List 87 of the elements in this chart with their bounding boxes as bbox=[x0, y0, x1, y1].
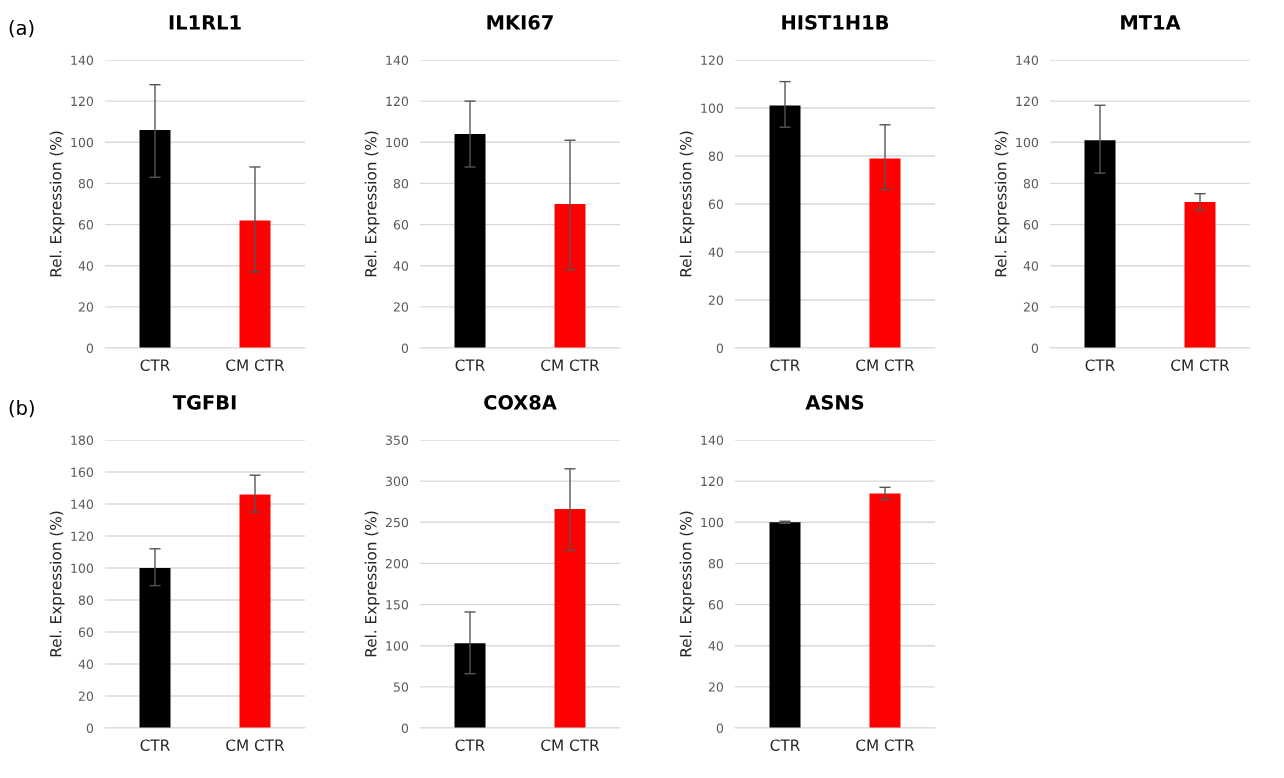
y-axis-title: Rel. Expression (%) bbox=[679, 131, 695, 277]
y-tick-label: 40 bbox=[78, 659, 94, 669]
x-tick-label: CTR bbox=[140, 359, 170, 371]
y-tick-label: 100 bbox=[71, 563, 94, 573]
x-tick-label: CM CTR bbox=[856, 359, 915, 371]
y-tick-label: 100 bbox=[386, 641, 409, 651]
x-tick-label: CTR bbox=[455, 359, 485, 371]
y-tick-label: 100 bbox=[71, 137, 94, 148]
y-tick-label: 60 bbox=[1023, 220, 1039, 230]
y-tick-label: 140 bbox=[71, 55, 94, 65]
y-tick-label: 60 bbox=[708, 199, 724, 209]
y-tick-label: 120 bbox=[71, 531, 94, 541]
y-tick-label: 50 bbox=[393, 682, 409, 692]
y-tick-label: 120 bbox=[71, 96, 94, 107]
y-tick-label: 0 bbox=[716, 723, 724, 733]
y-tick-label: 60 bbox=[393, 220, 409, 230]
y-tick-label: 40 bbox=[708, 247, 724, 257]
y-axis-title: Rel. Expression (%) bbox=[49, 511, 65, 657]
x-tick-label: CM CTR bbox=[541, 359, 600, 371]
y-axis-title: Rel. Expression (%) bbox=[364, 511, 380, 657]
x-tick-label: CTR bbox=[455, 739, 485, 751]
y-tick-label: 350 bbox=[385, 435, 409, 445]
y-axis-title: Rel. Expression (%) bbox=[364, 131, 380, 277]
y-tick-label: 180 bbox=[71, 435, 94, 445]
y-tick-label: 100 bbox=[701, 517, 724, 528]
y-tick-label: 100 bbox=[386, 137, 409, 148]
y-tick-label: 40 bbox=[393, 261, 409, 271]
y-tick-label: 140 bbox=[701, 435, 724, 445]
chart-title: TGFBI bbox=[172, 395, 236, 410]
x-tick-label: CM CTR bbox=[226, 359, 285, 371]
y-tick-label: 120 bbox=[1016, 96, 1039, 107]
chart-title: ASNS bbox=[805, 395, 864, 410]
y-tick-label: 80 bbox=[393, 178, 409, 189]
x-tick-label: CTR bbox=[140, 739, 170, 751]
x-tick-label: CM CTR bbox=[1171, 359, 1230, 371]
y-tick-label: 0 bbox=[401, 723, 409, 733]
text: (a) bbox=[9, 20, 34, 38]
chart-title: IL1RL1 bbox=[169, 15, 241, 30]
x-tick-label: CTR bbox=[770, 359, 800, 371]
x-tick-label: CM CTR bbox=[541, 739, 600, 751]
y-tick-label: 120 bbox=[701, 55, 724, 65]
y-tick-label: 140 bbox=[386, 55, 409, 65]
y-tick-label: 100 bbox=[1016, 137, 1039, 148]
y-tick-label: 80 bbox=[1023, 178, 1039, 189]
y-tick-label: 20 bbox=[1023, 302, 1039, 312]
y-tick-label: 0 bbox=[401, 343, 409, 353]
chart-title: HIST1H1B bbox=[782, 15, 889, 30]
y-axis-title: Rel. Expression (%) bbox=[49, 131, 65, 277]
y-tick-label: 300 bbox=[385, 476, 409, 487]
y-tick-label: 200 bbox=[385, 558, 409, 569]
x-tick-label: CM CTR bbox=[856, 739, 915, 751]
y-tick-label: 250 bbox=[385, 517, 409, 528]
y-tick-label: 0 bbox=[86, 343, 94, 353]
y-tick-label: 20 bbox=[78, 691, 94, 701]
y-axis-title: Rel. Expression (%) bbox=[994, 131, 1010, 277]
chart-title: COX8A bbox=[484, 395, 557, 410]
y-tick-label: 0 bbox=[716, 343, 724, 353]
y-tick-label: 20 bbox=[393, 302, 409, 312]
y-tick-label: 20 bbox=[708, 295, 724, 305]
y-tick-label: 100 bbox=[701, 103, 724, 113]
x-tick-label: CTR bbox=[1085, 359, 1115, 371]
y-tick-label: 80 bbox=[78, 178, 94, 189]
y-tick-label: 140 bbox=[71, 499, 94, 509]
y-tick-label: 40 bbox=[1023, 261, 1039, 271]
text: (b) bbox=[9, 400, 34, 418]
y-tick-label: 20 bbox=[708, 682, 724, 692]
y-tick-label: 0 bbox=[86, 723, 94, 733]
y-tick-label: 60 bbox=[78, 220, 94, 230]
y-tick-label: 60 bbox=[78, 627, 94, 637]
y-tick-label: 80 bbox=[708, 151, 724, 161]
y-tick-label: 40 bbox=[78, 261, 94, 271]
y-tick-label: 150 bbox=[386, 600, 409, 610]
y-tick-label: 20 bbox=[78, 302, 94, 312]
y-axis-title: Rel. Expression (%) bbox=[679, 511, 695, 657]
chart-title: MT1A bbox=[1121, 15, 1181, 30]
y-tick-label: 120 bbox=[386, 96, 409, 107]
x-tick-label: CM CTR bbox=[226, 739, 285, 751]
y-tick-label: 160 bbox=[71, 467, 94, 477]
y-tick-label: 60 bbox=[708, 600, 724, 610]
y-tick-label: 140 bbox=[1016, 55, 1039, 65]
y-tick-label: 40 bbox=[708, 641, 724, 651]
y-tick-label: 0 bbox=[1031, 343, 1039, 353]
chart-title: MKI67 bbox=[487, 15, 553, 30]
y-tick-label: 80 bbox=[78, 595, 94, 605]
x-tick-label: CTR bbox=[770, 739, 800, 751]
y-tick-label: 80 bbox=[708, 558, 724, 569]
y-tick-label: 120 bbox=[701, 476, 724, 487]
